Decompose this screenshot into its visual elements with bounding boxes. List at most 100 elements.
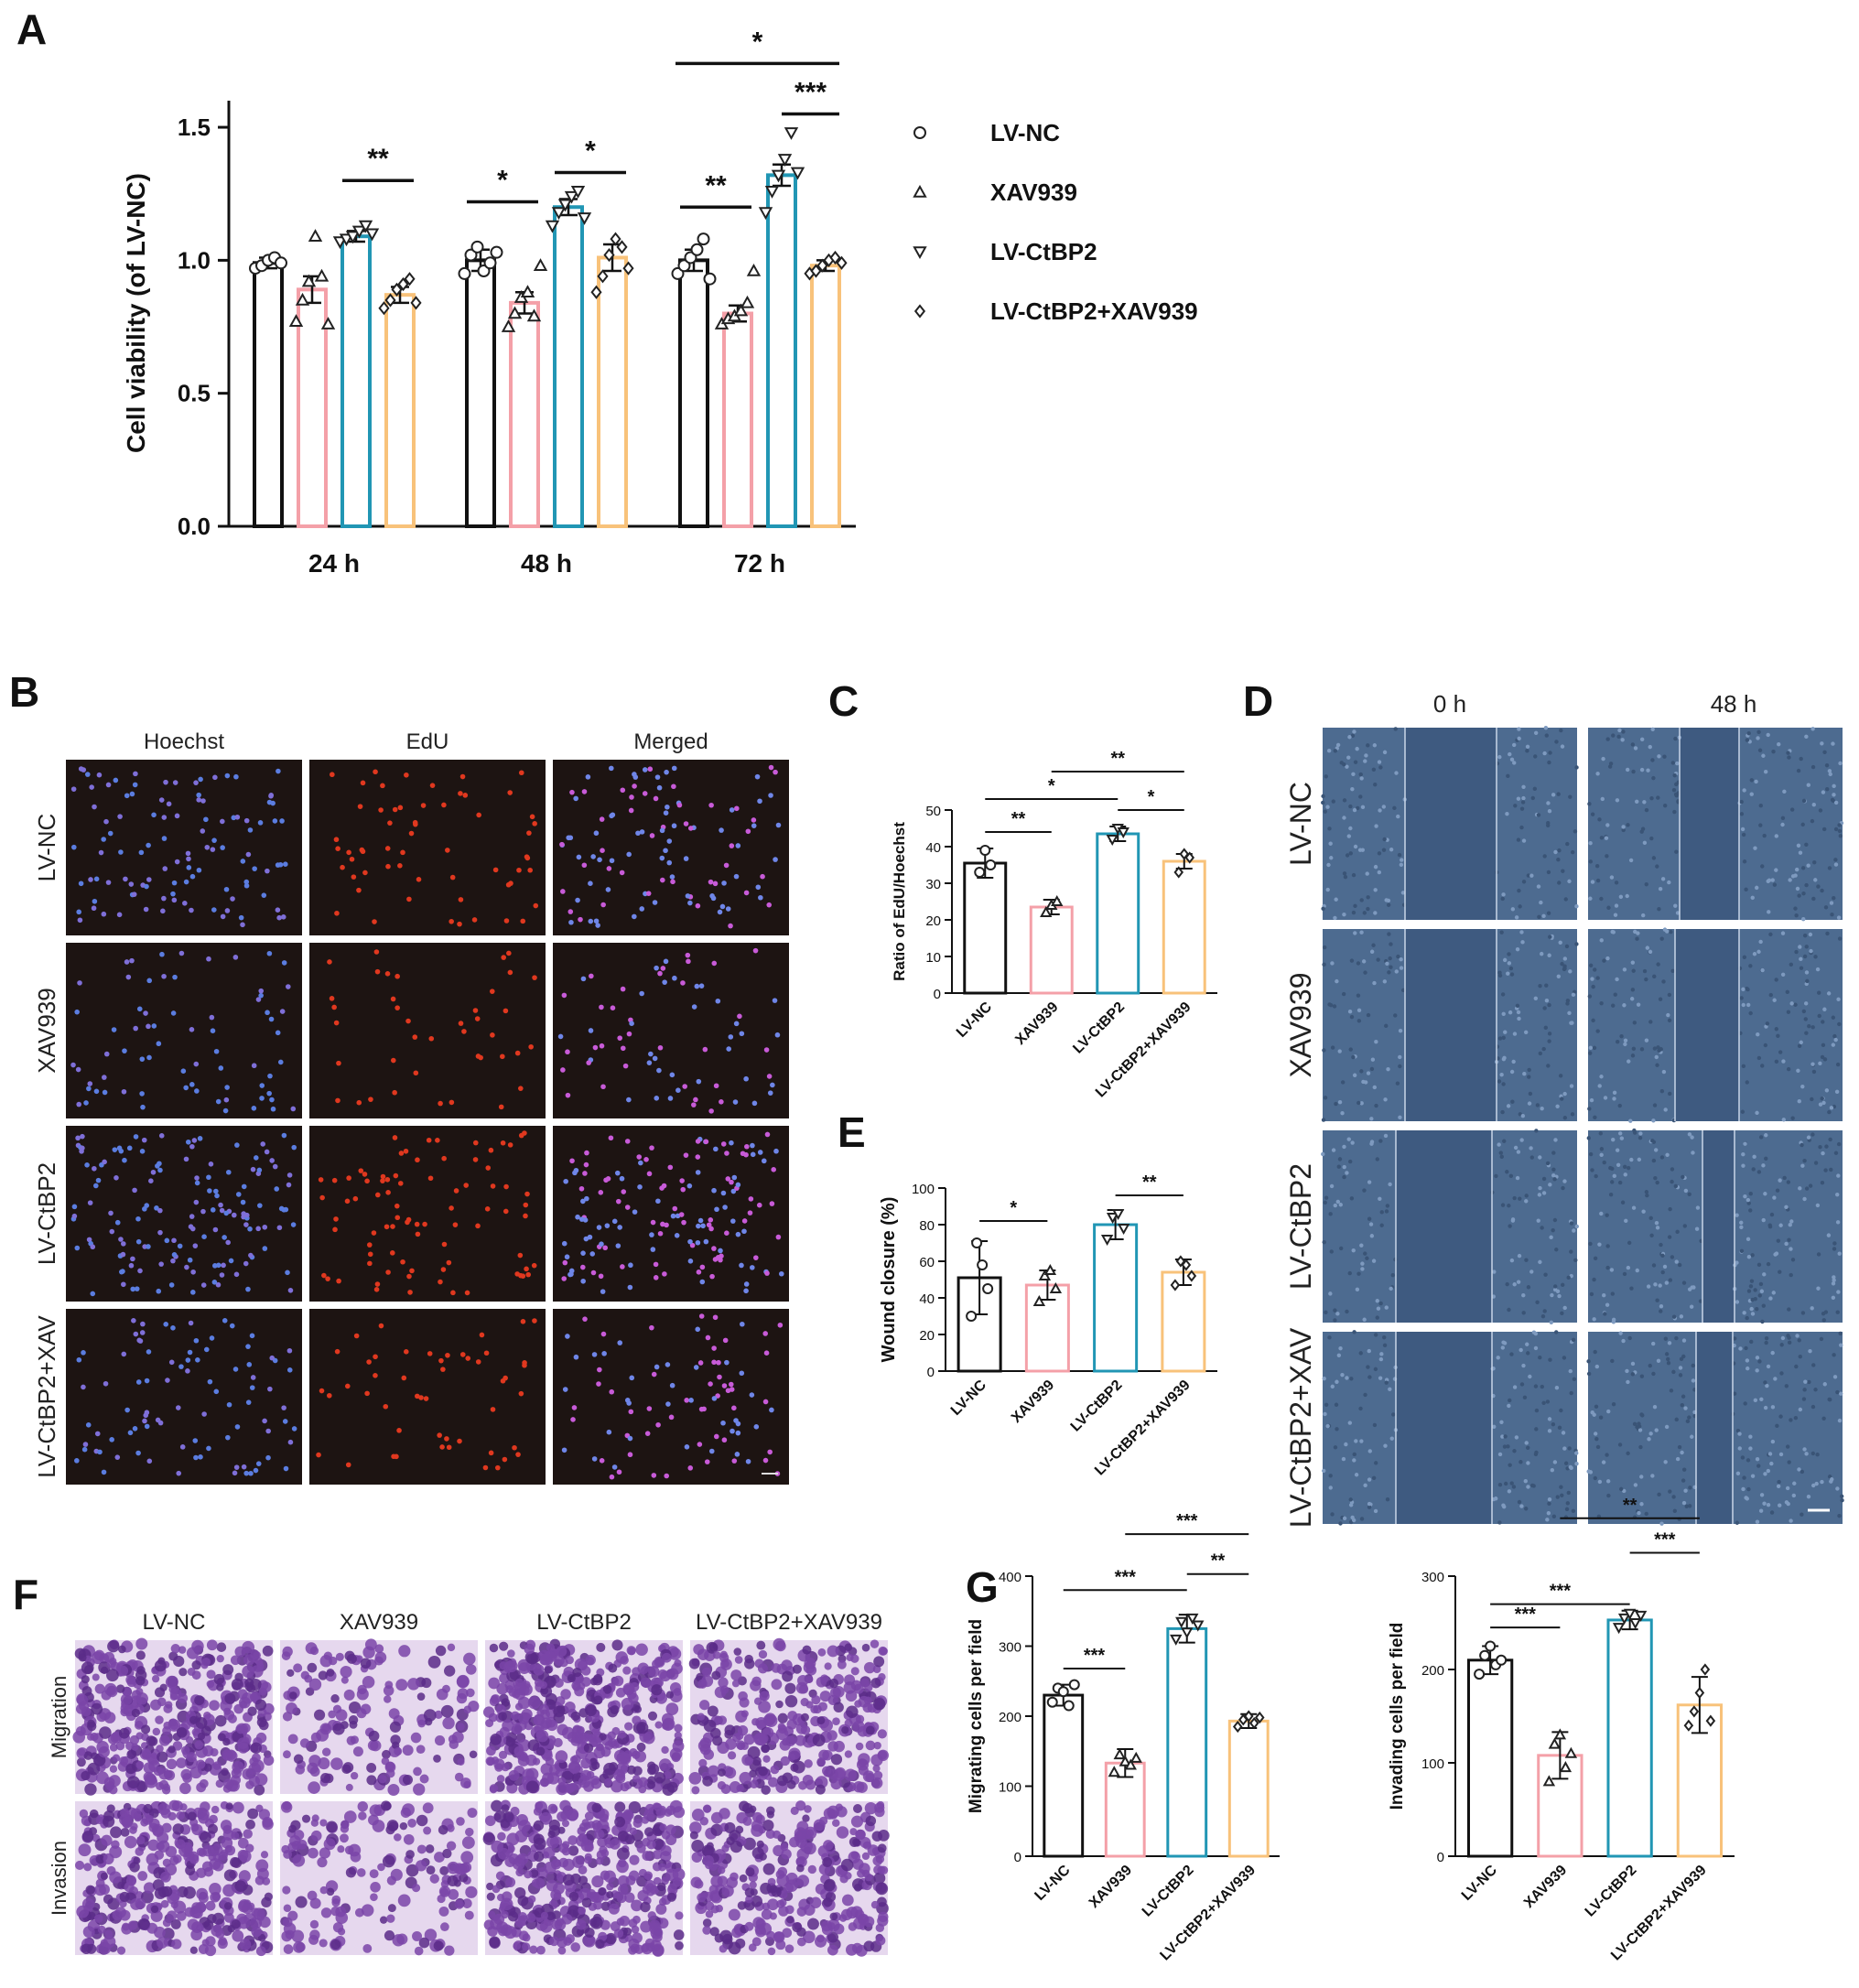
stained-cell xyxy=(185,1735,194,1745)
cell-nucleus xyxy=(122,1157,127,1163)
cell-nucleus xyxy=(144,1378,150,1384)
stained-cell xyxy=(631,1899,643,1912)
cell-texture xyxy=(1626,823,1630,827)
cell-texture xyxy=(1500,896,1505,902)
transwell-image xyxy=(74,1799,274,1957)
cell-texture xyxy=(1804,882,1809,888)
cell-texture xyxy=(1602,1160,1606,1165)
cell-nucleus xyxy=(524,854,530,859)
cell-texture xyxy=(1544,983,1549,988)
cell-texture xyxy=(1606,1409,1611,1414)
cell-texture xyxy=(1521,1311,1526,1315)
stained-cell xyxy=(283,1850,293,1859)
data-point xyxy=(1051,894,1064,906)
stained-cell xyxy=(289,1691,297,1700)
stained-cell xyxy=(367,1740,379,1751)
cell-nucleus xyxy=(362,1172,368,1177)
cell-texture xyxy=(1811,896,1816,902)
cell-nucleus xyxy=(105,782,112,788)
cell-nucleus xyxy=(428,1035,435,1042)
stained-cell xyxy=(260,1851,269,1859)
cell-nucleus xyxy=(644,1431,651,1436)
cell-nucleus xyxy=(665,1362,671,1367)
stained-cell xyxy=(436,1688,449,1701)
cell-texture xyxy=(1356,1019,1362,1023)
cell-nucleus xyxy=(687,826,694,831)
cell-texture xyxy=(1595,1444,1601,1450)
cell-texture xyxy=(1544,733,1549,738)
stained-cell xyxy=(231,1678,243,1691)
cell-nucleus xyxy=(472,1140,479,1146)
cell-nucleus xyxy=(714,1206,719,1213)
cell-texture xyxy=(1758,804,1763,808)
stained-cell xyxy=(802,1774,814,1786)
cell-texture xyxy=(1333,749,1338,753)
cell-nucleus xyxy=(276,768,281,774)
cell-texture xyxy=(1671,1495,1676,1499)
cell-nucleus xyxy=(626,1031,632,1037)
cell-nucleus xyxy=(475,1223,481,1229)
cell-nucleus xyxy=(277,1059,284,1065)
cell-nucleus xyxy=(420,803,427,808)
cell-texture xyxy=(1670,1255,1675,1259)
stained-cell xyxy=(647,1766,656,1776)
bar-LV-CtBP2+XAV939-48 h xyxy=(597,255,628,528)
stained-cell xyxy=(370,1893,378,1902)
stained-cell xyxy=(651,1659,661,1669)
cell-texture xyxy=(1832,1353,1836,1357)
cell-texture xyxy=(1376,957,1380,962)
stained-cell xyxy=(615,1651,628,1664)
cell-nucleus xyxy=(441,802,447,808)
cell-nucleus xyxy=(589,1251,596,1257)
stained-cell xyxy=(285,1929,295,1939)
cell-nucleus xyxy=(243,882,250,889)
cell-nucleus xyxy=(210,847,216,852)
cell-nucleus xyxy=(721,1383,728,1388)
cell-nucleus xyxy=(610,1005,616,1011)
cell-texture xyxy=(1519,1504,1524,1508)
cell-nucleus xyxy=(390,1057,396,1064)
cell-texture xyxy=(1832,793,1836,797)
cell-texture xyxy=(1804,1186,1810,1191)
cell-texture xyxy=(1695,1205,1701,1210)
cell-texture xyxy=(1374,824,1378,828)
cell-nucleus xyxy=(458,1021,464,1026)
cell-texture xyxy=(1333,1308,1337,1313)
cell-texture xyxy=(1744,1345,1748,1351)
cell-texture xyxy=(1748,1010,1753,1016)
cell-texture xyxy=(1667,880,1671,885)
cell-texture xyxy=(1524,1258,1529,1262)
bar-LV-CtBP2+XAV939 xyxy=(1162,859,1206,995)
stained-cell xyxy=(126,1776,140,1789)
cell-nucleus xyxy=(176,1470,182,1476)
cell-nucleus xyxy=(170,891,176,897)
row-label: LV-NC xyxy=(1284,782,1317,866)
data-point xyxy=(490,245,503,259)
cell-nucleus xyxy=(392,806,398,813)
stained-cell xyxy=(135,1761,145,1769)
cell-nucleus xyxy=(599,1004,604,1010)
cell-texture xyxy=(1776,1484,1781,1489)
cell-texture xyxy=(1621,827,1626,833)
cell-texture xyxy=(1800,1163,1805,1168)
cell-nucleus xyxy=(503,1208,509,1215)
bar-LV-CtBP2-24 h xyxy=(340,234,372,528)
cell-texture xyxy=(1512,1195,1517,1201)
cell-nucleus xyxy=(373,1372,378,1378)
stained-cell xyxy=(232,1761,244,1774)
cell-nucleus xyxy=(498,1104,504,1110)
stained-cell xyxy=(176,1757,187,1768)
cell-nucleus xyxy=(249,1333,255,1339)
cell-nucleus xyxy=(247,1226,253,1232)
cell-nucleus xyxy=(246,1362,253,1367)
cell-nucleus xyxy=(146,978,153,984)
cell-nucleus xyxy=(327,959,332,965)
cell-nucleus xyxy=(371,1230,377,1236)
stained-cell xyxy=(544,1666,553,1674)
cell-nucleus xyxy=(232,1367,239,1372)
cell-nucleus xyxy=(360,848,366,855)
data-point xyxy=(570,186,586,199)
cell-texture xyxy=(1633,1483,1638,1487)
cell-texture xyxy=(1540,1226,1544,1230)
cell-nucleus xyxy=(103,1380,109,1387)
